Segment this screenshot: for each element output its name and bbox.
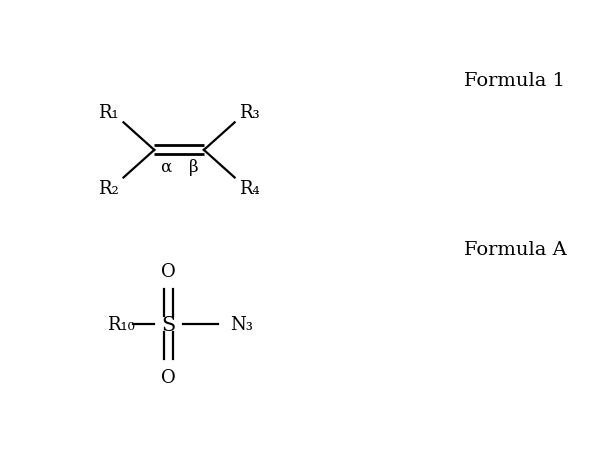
Text: O: O — [161, 368, 176, 387]
Text: R₁: R₁ — [98, 103, 119, 121]
Text: S: S — [161, 315, 176, 334]
Text: R₂: R₂ — [98, 180, 119, 198]
Text: α: α — [160, 159, 171, 176]
Text: R₁₀: R₁₀ — [107, 316, 135, 334]
Text: R₃: R₃ — [239, 103, 260, 121]
Text: Formula 1: Formula 1 — [464, 72, 565, 90]
Text: β: β — [188, 159, 198, 176]
Text: N₃: N₃ — [230, 316, 253, 334]
Text: Formula A: Formula A — [464, 240, 567, 258]
Text: R₄: R₄ — [239, 180, 260, 198]
Text: O: O — [161, 263, 176, 281]
